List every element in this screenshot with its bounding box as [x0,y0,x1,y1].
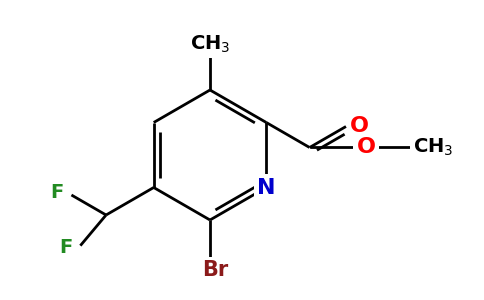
Text: Br: Br [202,260,228,280]
Text: CH$_3$: CH$_3$ [412,137,453,158]
Text: N: N [257,178,275,197]
Text: F: F [59,238,73,257]
Text: CH$_3$: CH$_3$ [190,34,230,55]
Text: O: O [350,116,369,136]
Text: F: F [50,184,63,202]
Text: O: O [357,137,376,158]
